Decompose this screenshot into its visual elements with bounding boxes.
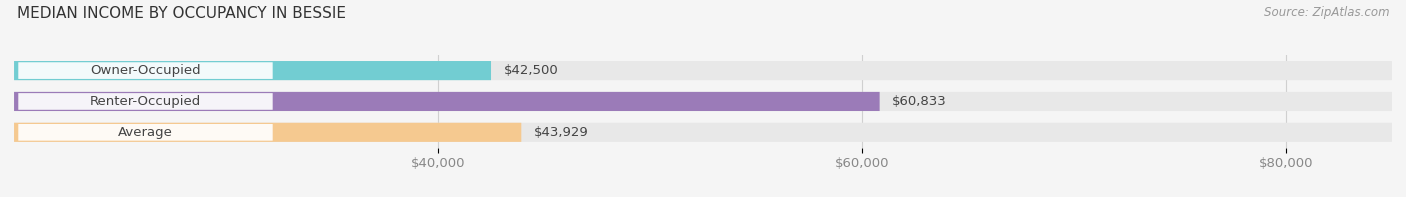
Text: Owner-Occupied: Owner-Occupied bbox=[90, 64, 201, 77]
Text: Renter-Occupied: Renter-Occupied bbox=[90, 95, 201, 108]
Text: $60,833: $60,833 bbox=[893, 95, 948, 108]
FancyBboxPatch shape bbox=[18, 62, 273, 79]
FancyBboxPatch shape bbox=[18, 124, 273, 141]
FancyBboxPatch shape bbox=[18, 93, 273, 110]
Text: Source: ZipAtlas.com: Source: ZipAtlas.com bbox=[1264, 6, 1389, 19]
Text: $43,929: $43,929 bbox=[534, 126, 589, 139]
Text: $42,500: $42,500 bbox=[503, 64, 558, 77]
FancyBboxPatch shape bbox=[14, 61, 491, 80]
FancyBboxPatch shape bbox=[14, 61, 1392, 80]
FancyBboxPatch shape bbox=[14, 123, 522, 142]
FancyBboxPatch shape bbox=[14, 123, 1392, 142]
Text: Average: Average bbox=[118, 126, 173, 139]
FancyBboxPatch shape bbox=[14, 92, 880, 111]
FancyBboxPatch shape bbox=[14, 92, 1392, 111]
Text: MEDIAN INCOME BY OCCUPANCY IN BESSIE: MEDIAN INCOME BY OCCUPANCY IN BESSIE bbox=[17, 6, 346, 21]
